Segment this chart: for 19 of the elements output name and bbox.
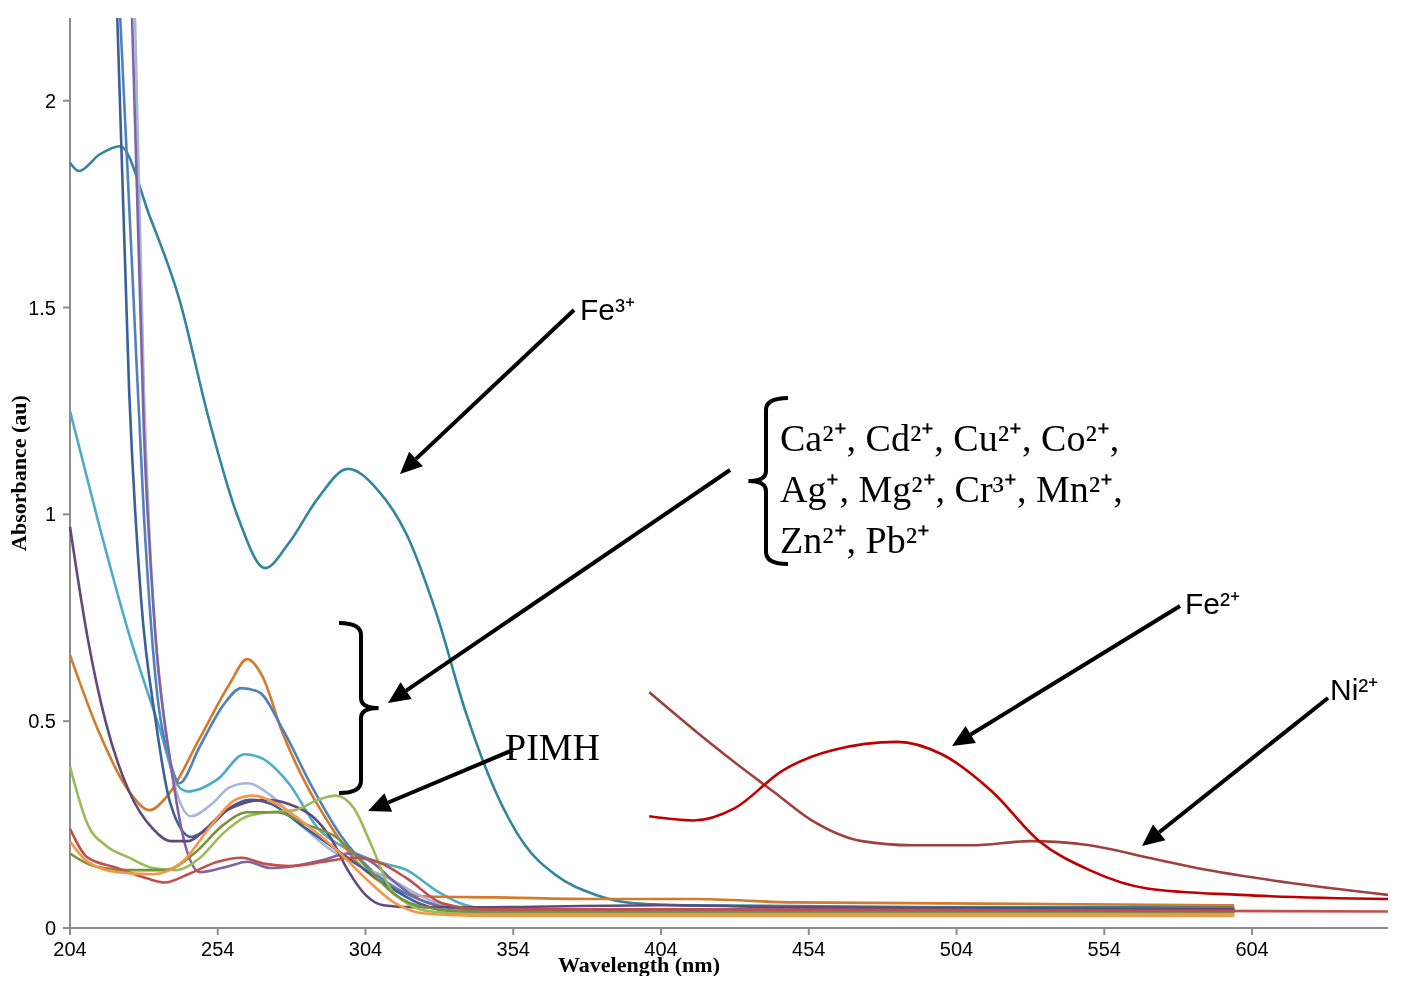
annotation: Ca²⁺, Cd²⁺, Cu²⁺, Co²⁺, Ag⁺, Mg²⁺, Cr³⁺, Mn²⁺, Zn²⁺, Pb²⁺ — [780, 417, 1123, 561]
x-tick-label: 504 — [939, 938, 974, 960]
x-tick-label: 204 — [53, 938, 87, 960]
y-tick-label: 1 — [44, 503, 56, 526]
y-axis-title: Absorbance (au) — [6, 395, 31, 551]
y-tick-label: 2 — [44, 89, 56, 112]
x-tick-label: 304 — [348, 938, 383, 960]
annotation: PIMH — [505, 726, 601, 768]
annotation: Fe²⁺ — [1185, 587, 1240, 620]
x-tick-label: 254 — [201, 938, 235, 960]
x-tick-label: 554 — [1087, 938, 1121, 960]
x-tick-label: 454 — [792, 938, 826, 960]
y-tick-label: 0 — [44, 917, 56, 939]
x-tick-label: 604 — [1235, 938, 1269, 960]
annotation: Fe³⁺ — [580, 293, 635, 326]
y-tick-label: 0.5 — [28, 710, 56, 733]
x-tick-label: 354 — [496, 938, 530, 960]
annotation: Ni²⁺ — [1330, 673, 1379, 706]
y-tick-label: 1.5 — [28, 296, 56, 319]
